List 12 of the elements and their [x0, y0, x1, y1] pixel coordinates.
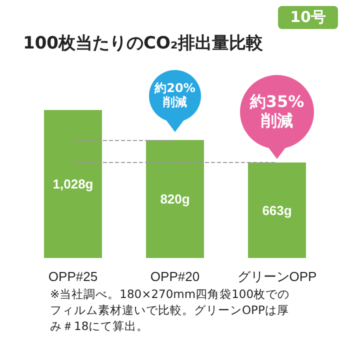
data-label: 663g [262, 202, 292, 218]
data-label: 1,028g [52, 176, 94, 192]
text: ※当社調べ。180×270mm四角袋100枚でのフィルム素材違いで比較。グリーンOPPは厚み＃18にて算出。 [50, 286, 291, 334]
text: 10号 [278, 6, 338, 29]
starburst-callout: 約35% 削減 [240, 74, 314, 159]
chart-title: 100枚当たりのCO₂排出量比較 [23, 34, 264, 54]
annotation: 約20% 削減 [149, 70, 201, 122]
x-tick-label: グリーンOPP [237, 269, 317, 284]
data-label: 820g [160, 191, 190, 206]
x-tick-label: OPP#25 [48, 269, 98, 284]
circle-callout: 約20% 削減 [149, 70, 201, 132]
x-tick-label: OPP#20 [150, 269, 200, 284]
